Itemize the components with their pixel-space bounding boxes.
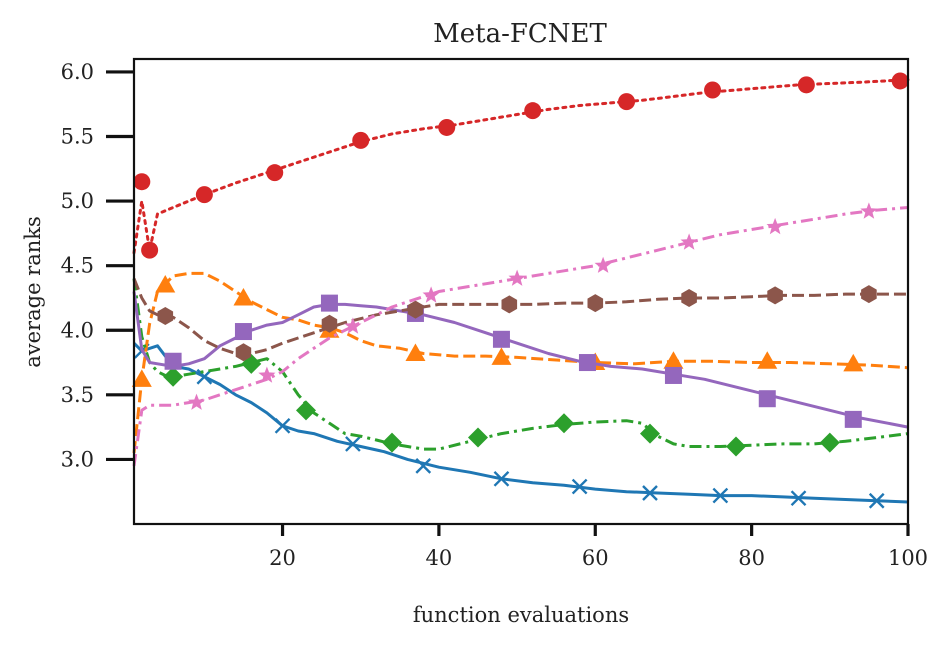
data-point — [844, 410, 862, 428]
y-tick-label: 6.0 — [61, 60, 94, 84]
data-point — [415, 458, 432, 474]
y-axis: 3.0 3.5 4.0 4.5 5.0 5.5 6.0 — [61, 60, 134, 471]
data-point — [155, 275, 176, 293]
chart-title: Meta-FCNET — [433, 19, 607, 49]
data-point — [594, 256, 612, 273]
series-line — [132, 206, 909, 467]
data-point — [618, 93, 636, 111]
data-point — [141, 241, 159, 259]
data-point — [157, 307, 174, 325]
data-point — [843, 353, 864, 372]
data-point — [767, 286, 783, 305]
data-point — [704, 81, 722, 99]
series-5 — [132, 278, 908, 362]
data-point — [680, 233, 698, 250]
y-tick-label: 3.0 — [61, 447, 94, 471]
y-tick-label: 5.5 — [61, 125, 94, 149]
data-point — [642, 485, 658, 501]
data-point — [766, 217, 784, 235]
data-point — [868, 492, 885, 509]
data-point — [664, 366, 682, 384]
data-point — [554, 413, 574, 434]
data-point — [258, 366, 276, 383]
data-point — [320, 294, 338, 312]
series-3 — [132, 72, 910, 259]
series-line — [132, 78, 910, 255]
data-point — [164, 352, 182, 370]
data-point — [571, 478, 588, 495]
data-point — [163, 366, 184, 387]
y-tick-label: 3.5 — [61, 383, 94, 407]
data-point — [405, 343, 426, 361]
data-point — [578, 354, 596, 372]
series-6 — [132, 202, 909, 467]
data-point — [407, 300, 424, 319]
plot-area — [131, 72, 910, 509]
y-tick-label: 4.5 — [61, 254, 94, 278]
data-point — [797, 76, 815, 94]
x-tick-label: 80 — [738, 546, 765, 570]
data-point — [640, 423, 660, 444]
data-point — [587, 294, 604, 313]
y-tick-label: 5.0 — [61, 189, 94, 213]
x-tick-label: 20 — [269, 546, 296, 570]
series-4 — [132, 291, 909, 429]
data-point — [438, 118, 456, 136]
data-point — [266, 164, 284, 182]
series-line — [132, 342, 909, 504]
data-point — [188, 393, 206, 410]
data-point — [321, 314, 338, 333]
data-point — [274, 417, 291, 434]
series-line — [132, 278, 909, 451]
data-point — [352, 131, 370, 149]
y-axis-label: average ranks — [21, 216, 45, 368]
data-point — [726, 436, 746, 457]
data-point — [382, 432, 402, 453]
data-point — [819, 432, 840, 453]
series-0 — [132, 342, 909, 509]
x-axis: 20 40 60 80 100 — [269, 524, 928, 570]
data-point — [681, 289, 697, 307]
data-point — [344, 317, 362, 334]
data-point — [663, 351, 684, 369]
series-line — [132, 278, 908, 355]
x-tick-label: 40 — [426, 546, 453, 570]
data-point — [345, 436, 361, 452]
data-point — [233, 287, 254, 306]
data-point — [234, 323, 252, 341]
data-point — [492, 330, 510, 348]
data-point — [891, 72, 909, 90]
data-point — [296, 400, 316, 421]
data-point — [524, 102, 542, 120]
data-point — [790, 490, 807, 507]
data-point — [493, 470, 510, 487]
data-point — [757, 351, 778, 369]
x-tick-label: 100 — [888, 546, 928, 570]
x-axis-label: function evaluations — [413, 603, 629, 627]
y-tick-label: 4.0 — [61, 318, 94, 342]
plot-frame — [132, 57, 910, 526]
series-line — [132, 271, 909, 454]
data-point — [235, 343, 252, 362]
x-tick-label: 60 — [582, 546, 609, 570]
series-2 — [132, 278, 909, 457]
data-point — [131, 369, 152, 387]
data-point — [195, 186, 213, 204]
series-line — [132, 291, 909, 429]
data-point — [422, 286, 440, 303]
data-point — [133, 173, 151, 191]
data-point — [861, 285, 877, 304]
data-point — [491, 347, 512, 365]
data-point — [712, 487, 729, 504]
data-point — [860, 202, 878, 219]
data-point — [508, 269, 526, 286]
data-point — [468, 427, 488, 448]
data-point — [758, 390, 776, 408]
data-point — [501, 295, 518, 314]
